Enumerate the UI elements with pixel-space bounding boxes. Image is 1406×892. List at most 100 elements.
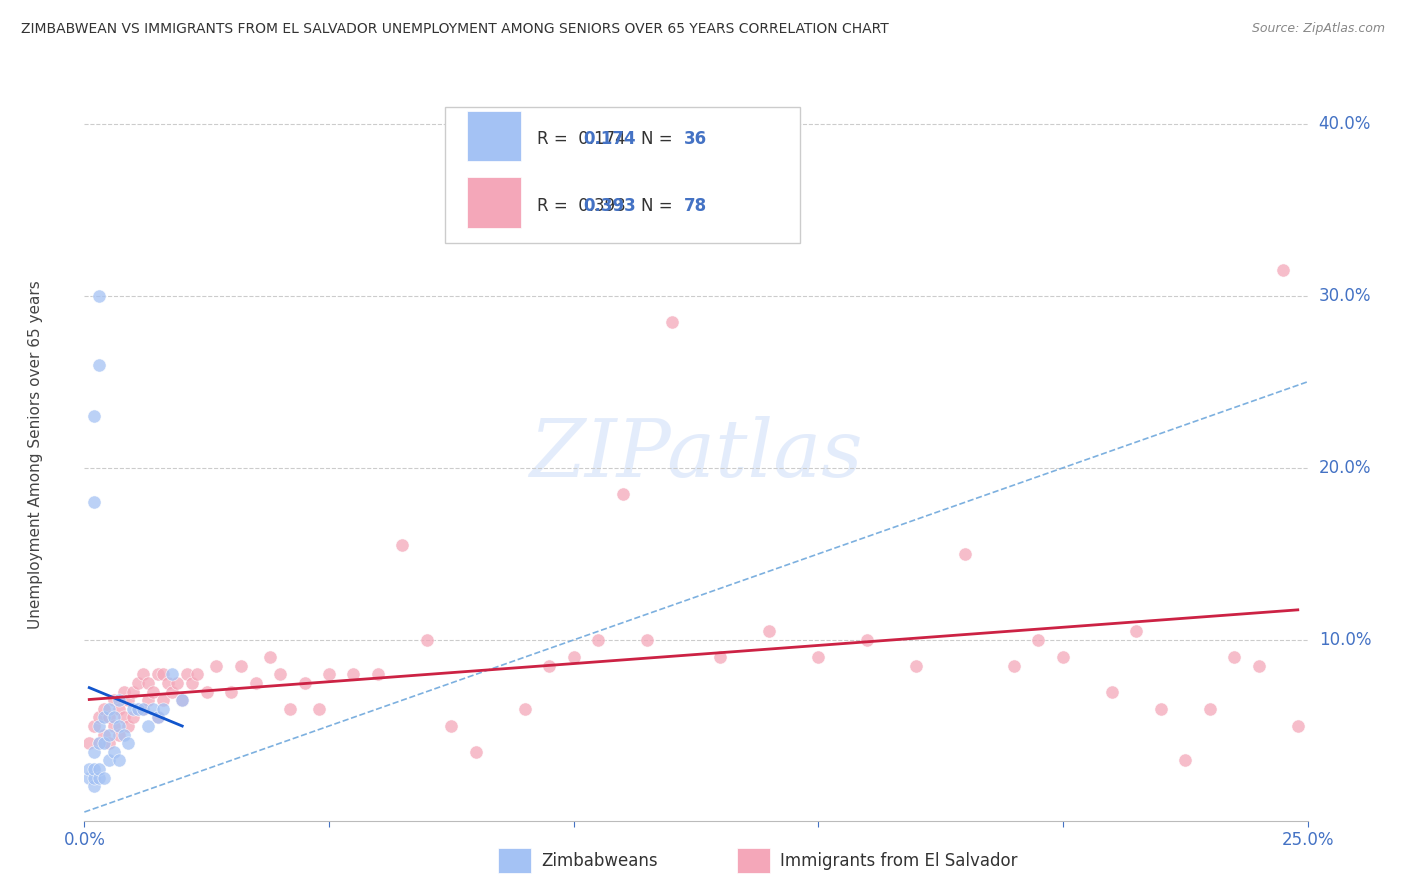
- Point: [1223, 650, 1246, 665]
- Point: [166, 676, 188, 690]
- Point: [318, 667, 340, 681]
- Point: [127, 702, 149, 716]
- Point: [219, 684, 242, 698]
- Point: [586, 632, 609, 647]
- Text: 0.174: 0.174: [583, 130, 636, 148]
- Point: [122, 710, 145, 724]
- Point: [112, 710, 135, 724]
- Point: [93, 736, 115, 750]
- Point: [1174, 753, 1197, 767]
- Text: 30.0%: 30.0%: [1319, 286, 1371, 305]
- Point: [103, 745, 125, 759]
- Point: [636, 632, 658, 647]
- Point: [103, 719, 125, 733]
- Text: R =  0.393: R = 0.393: [537, 197, 626, 215]
- Point: [612, 486, 634, 500]
- Point: [83, 719, 105, 733]
- Point: [87, 719, 110, 733]
- Point: [87, 762, 110, 776]
- Text: N =: N =: [641, 197, 678, 215]
- Point: [807, 650, 830, 665]
- Point: [245, 676, 267, 690]
- Point: [136, 719, 159, 733]
- Point: [1125, 624, 1147, 639]
- Point: [132, 702, 155, 716]
- Point: [342, 667, 364, 681]
- Point: [953, 547, 976, 561]
- Point: [172, 693, 194, 707]
- Point: [107, 702, 129, 716]
- Point: [146, 667, 169, 681]
- Text: N =: N =: [641, 130, 678, 148]
- Point: [127, 702, 149, 716]
- Point: [83, 495, 105, 509]
- Text: 20.0%: 20.0%: [1319, 458, 1371, 477]
- Text: 0.393: 0.393: [583, 197, 636, 215]
- Point: [152, 667, 174, 681]
- Point: [97, 710, 120, 724]
- Point: [1052, 650, 1074, 665]
- FancyBboxPatch shape: [467, 111, 522, 161]
- Point: [132, 702, 155, 716]
- Point: [87, 771, 110, 785]
- Text: Zimbabweans: Zimbabweans: [541, 852, 658, 870]
- Point: [142, 684, 165, 698]
- Point: [905, 658, 928, 673]
- Point: [162, 684, 184, 698]
- Point: [1002, 658, 1025, 673]
- Point: [83, 409, 105, 424]
- Point: [176, 667, 198, 681]
- FancyBboxPatch shape: [446, 108, 800, 243]
- Point: [122, 684, 145, 698]
- Point: [77, 736, 100, 750]
- Point: [1198, 702, 1220, 716]
- Point: [758, 624, 780, 639]
- Point: [103, 710, 125, 724]
- Point: [93, 702, 115, 716]
- Point: [186, 667, 208, 681]
- Text: 78: 78: [683, 197, 707, 215]
- Point: [152, 702, 174, 716]
- Point: [77, 771, 100, 785]
- Point: [97, 702, 120, 716]
- Point: [93, 728, 115, 742]
- Text: ZIPatlas: ZIPatlas: [529, 417, 863, 493]
- Point: [856, 632, 879, 647]
- FancyBboxPatch shape: [467, 178, 522, 227]
- Point: [259, 650, 281, 665]
- Point: [1286, 719, 1309, 733]
- Point: [87, 736, 110, 750]
- Point: [127, 676, 149, 690]
- Point: [709, 650, 731, 665]
- Text: Unemployment Among Seniors over 65 years: Unemployment Among Seniors over 65 years: [28, 281, 44, 629]
- Point: [103, 693, 125, 707]
- Point: [391, 538, 413, 552]
- Point: [1101, 684, 1123, 698]
- Point: [538, 658, 561, 673]
- Point: [181, 676, 204, 690]
- Point: [440, 719, 463, 733]
- Point: [562, 650, 585, 665]
- Point: [122, 702, 145, 716]
- Point: [83, 771, 105, 785]
- Point: [93, 771, 115, 785]
- Point: [195, 684, 218, 698]
- Point: [269, 667, 291, 681]
- Point: [367, 667, 389, 681]
- Point: [83, 745, 105, 759]
- Point: [136, 693, 159, 707]
- Text: Immigrants from El Salvador: Immigrants from El Salvador: [780, 852, 1018, 870]
- Point: [205, 658, 228, 673]
- Point: [107, 693, 129, 707]
- Text: 36: 36: [683, 130, 707, 148]
- Point: [136, 676, 159, 690]
- Point: [87, 736, 110, 750]
- Point: [107, 753, 129, 767]
- Point: [97, 736, 120, 750]
- Point: [156, 676, 179, 690]
- Text: Source: ZipAtlas.com: Source: ZipAtlas.com: [1251, 22, 1385, 36]
- Point: [97, 728, 120, 742]
- Point: [278, 702, 301, 716]
- Point: [117, 693, 139, 707]
- Point: [1272, 263, 1295, 277]
